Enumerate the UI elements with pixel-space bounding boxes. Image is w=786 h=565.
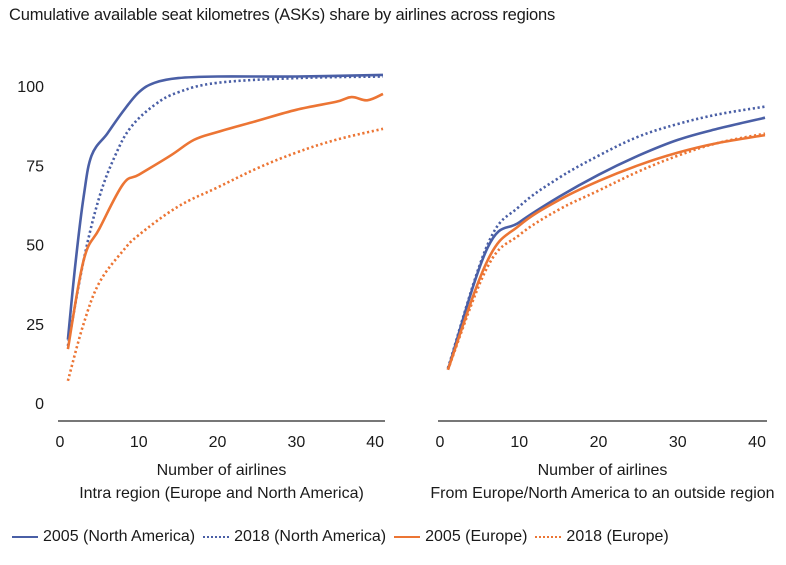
legend-label: 2005 (Europe)	[425, 528, 528, 545]
panel-subtitle: From Europe/North America to an outside …	[430, 485, 774, 502]
chart-title: Cumulative available seat kilometres (AS…	[9, 6, 556, 24]
x-tick-label: 0	[436, 434, 445, 451]
x-tick-label: 0	[56, 434, 65, 451]
x-tick-label: 30	[669, 434, 687, 451]
x-tick-label: 30	[287, 434, 305, 451]
y-tick-label: 25	[26, 317, 44, 334]
legend-label: 2005 (North America)	[43, 528, 196, 545]
y-tick-label: 100	[17, 79, 44, 96]
series-line-2018-europe	[66, 127, 384, 382]
series-line-2005-north-america	[446, 116, 766, 371]
series-line-2005-europe	[66, 92, 384, 350]
x-tick-label: 40	[366, 434, 384, 451]
x-tick-label: 20	[209, 434, 227, 451]
solid-line-swatch-icon	[394, 536, 421, 538]
panel-intra-region: 0 10 20 30 40 0 25 50 75 100 Number of airlines Int…	[17, 73, 385, 502]
series-line-2018-north-america	[446, 105, 766, 369]
legend-label: 2018 (North America)	[234, 528, 387, 545]
y-tick-label: 75	[26, 158, 44, 175]
legend-item: 2005 (Europe)	[394, 528, 527, 546]
legend-label: 2018 (Europe)	[566, 528, 669, 545]
x-tick-label: 10	[130, 434, 148, 451]
x-tick-label: 10	[510, 434, 528, 451]
x-tick-label: 20	[590, 434, 608, 451]
x-tick-label: 40	[748, 434, 766, 451]
x-axis-label: Number of airlines	[157, 462, 287, 479]
legend-item: 2005 (North America)	[12, 528, 195, 546]
legend: 2005 (North America) 2018 (North America)…	[12, 528, 677, 546]
x-axis-label: Number of airlines	[538, 462, 668, 479]
legend-item: 2018 (Europe)	[535, 528, 669, 546]
y-tick-label: 50	[26, 238, 44, 255]
y-tick-label: 0	[35, 396, 44, 413]
panel-subtitle: Intra region (Europe and North America)	[79, 485, 364, 502]
dotted-line-swatch-icon	[203, 536, 230, 538]
legend-item: 2018 (North America)	[203, 528, 386, 546]
panel-outside-region: 0 10 20 30 40 Number of airlines From Europe/N…	[430, 105, 775, 502]
series-line-2018-north-america	[66, 75, 384, 347]
series-line-2005-north-america	[66, 73, 384, 340]
series-line-2018-europe	[446, 132, 766, 371]
dotted-line-swatch-icon	[535, 536, 562, 538]
solid-line-swatch-icon	[12, 536, 38, 538]
